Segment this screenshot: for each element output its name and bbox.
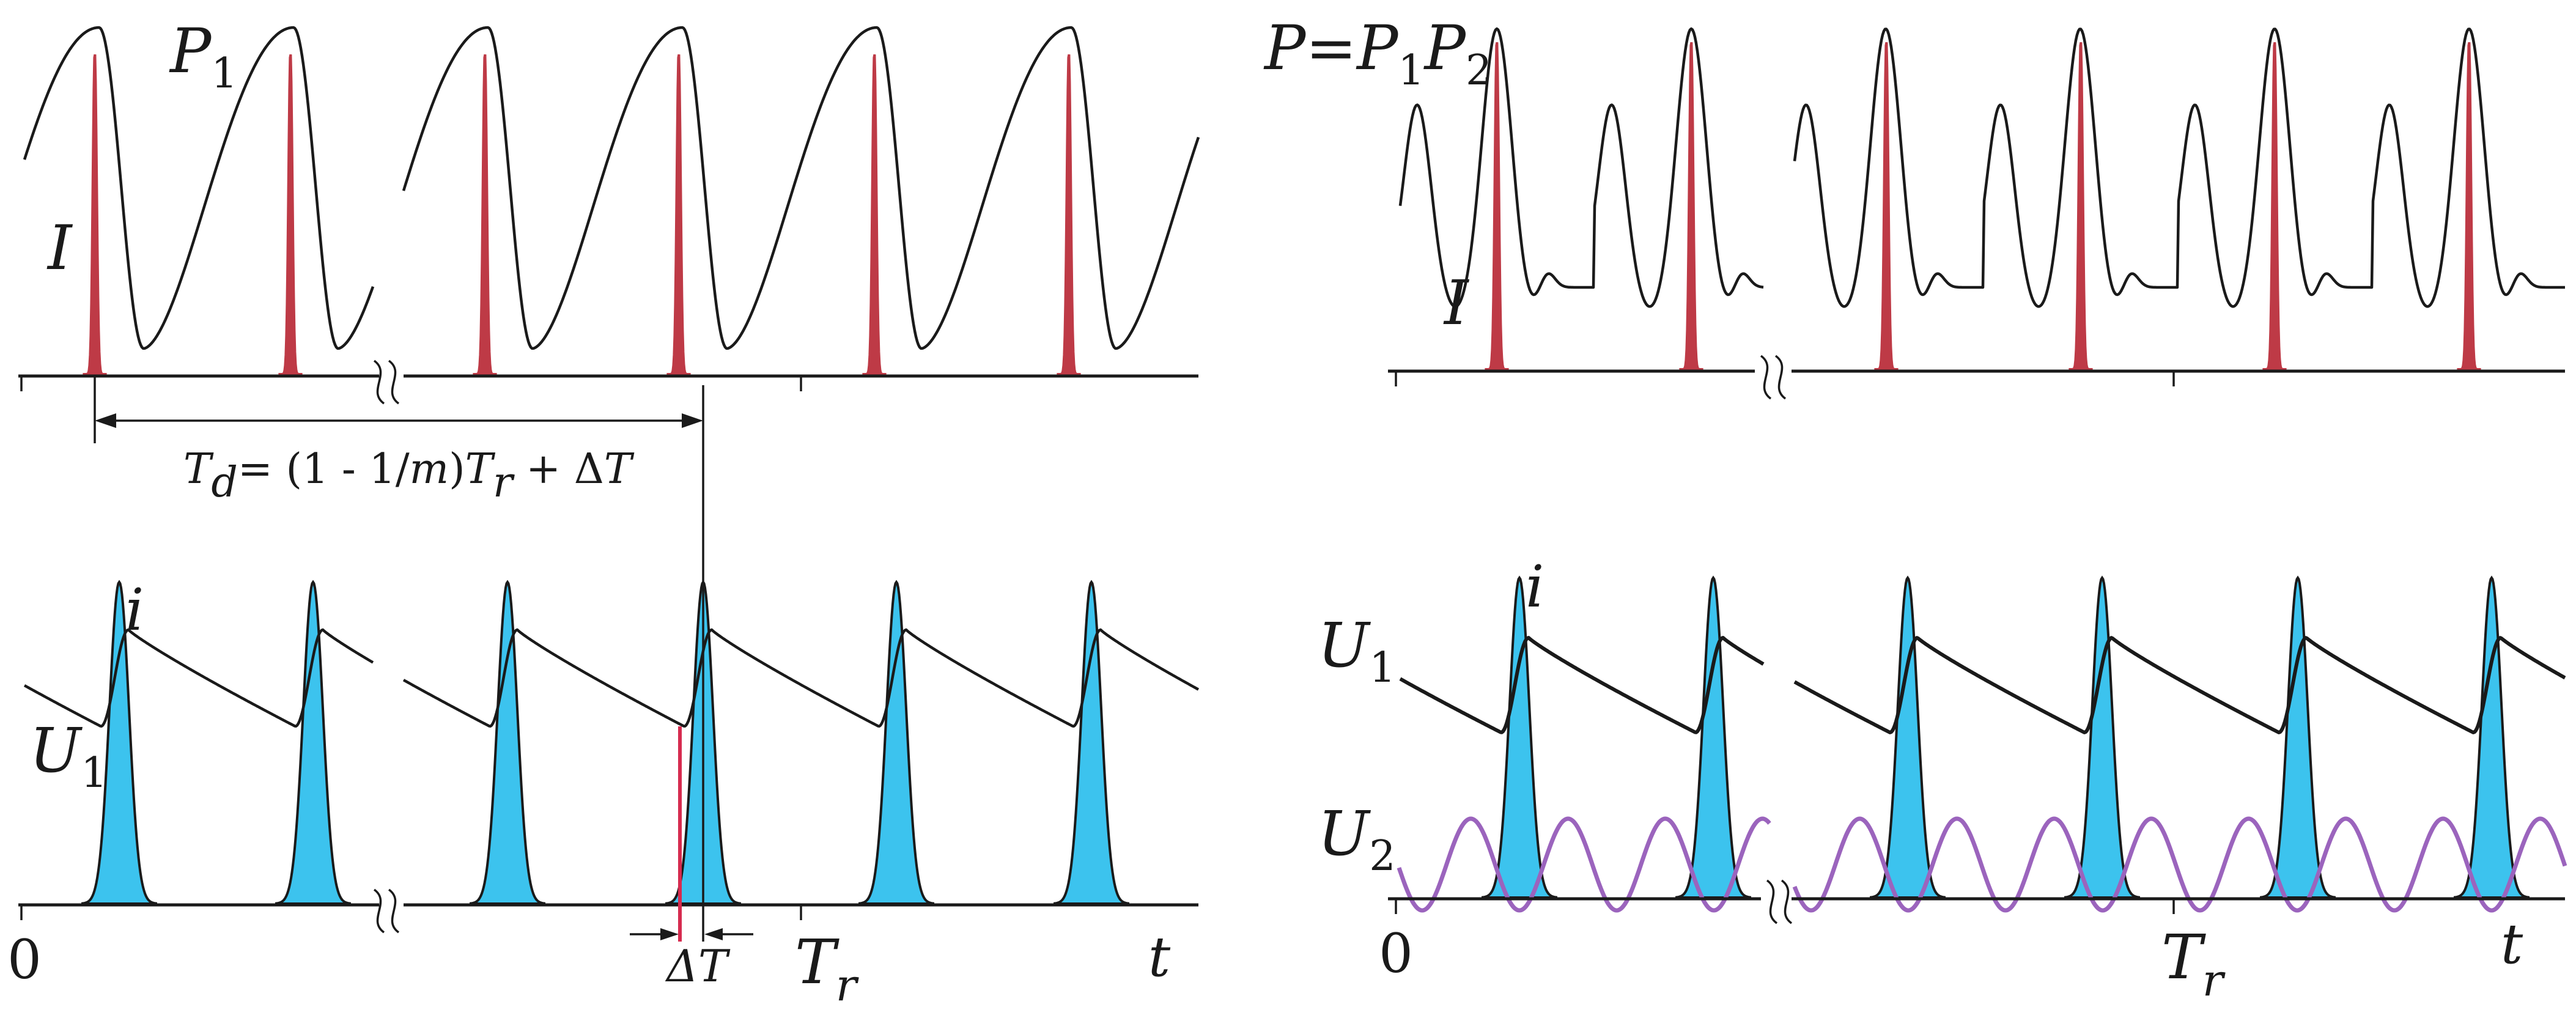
right-top-axis xyxy=(1388,355,2565,400)
P-product-curve-b xyxy=(1793,28,2566,308)
label-origin-right: 0 xyxy=(1379,922,1413,985)
red-pulse-left xyxy=(666,54,691,375)
label-I-right: I xyxy=(1443,267,1470,339)
label-I-left: I xyxy=(46,212,73,284)
blue-pulse-right xyxy=(1482,575,1557,899)
red-pulse-left xyxy=(473,54,497,375)
U2-sine-right-a xyxy=(1397,816,1771,913)
waveform-curves xyxy=(23,26,2567,913)
P1-curve-left-a xyxy=(23,26,375,350)
label-t-left: t xyxy=(1148,925,1171,989)
label-P1: P1 xyxy=(169,15,238,98)
blue-pulse-left xyxy=(858,580,934,905)
label-delta-t: ΔT xyxy=(665,940,731,992)
blue-pulse-right xyxy=(1675,575,1751,899)
U1-curve-right-b xyxy=(1793,636,2566,734)
label-U2-right: U2 xyxy=(1318,798,1396,880)
right-bottom-axis xyxy=(1388,879,2565,924)
red-pulse-right xyxy=(2457,42,2481,371)
left-top-axis xyxy=(18,360,1198,405)
U1-curve-right-a xyxy=(1399,636,1765,734)
blue-pulse-left xyxy=(275,580,351,905)
red-pulse-right xyxy=(1485,42,1509,371)
axis-break-mark xyxy=(1766,879,1793,924)
blue-pulse-left xyxy=(470,580,545,905)
blue-pulse-right xyxy=(1870,575,1946,899)
left-bottom-axis xyxy=(18,888,1198,934)
red-pulse-right xyxy=(1874,42,1899,371)
label-origin-left: 0 xyxy=(7,928,42,991)
red-pulse-right xyxy=(1679,42,1703,371)
red-pulse-right xyxy=(2069,42,2093,371)
red-pulse-left xyxy=(278,54,303,375)
axis-break-mark xyxy=(373,888,400,934)
P1-curve-left-b xyxy=(402,26,1200,350)
label-i-right: i xyxy=(1526,553,1544,621)
delay-formula: Td= (1 - 1/m)Tr + ΔT xyxy=(183,445,635,507)
blue-pulse-left xyxy=(81,580,157,905)
label-P-product: P=P1P2 xyxy=(1263,12,1492,95)
U1-curve-left-b xyxy=(402,628,1200,728)
blue-pulse-left xyxy=(1054,580,1129,905)
red-pulse-right xyxy=(2262,42,2287,371)
label-U1-left: U1 xyxy=(29,715,108,797)
label-t-right: t xyxy=(2501,912,2523,976)
label-Tr-left: Tr xyxy=(795,926,859,1011)
axis-break-mark xyxy=(373,360,400,405)
U1-curve-left-a xyxy=(23,628,374,728)
blue-pulse-right xyxy=(2454,575,2530,899)
P-product-curve-a xyxy=(1398,27,1764,308)
red-pulse-left xyxy=(1057,54,1081,375)
blue-pulse-right xyxy=(2260,575,2336,899)
label-U1-right: U1 xyxy=(1318,610,1396,692)
label-i-left: i xyxy=(125,577,144,644)
blue-pulse-right xyxy=(2064,575,2140,899)
red-pulse-left xyxy=(83,54,107,375)
delay-arrow xyxy=(94,376,704,905)
delta-t-arrows xyxy=(630,928,753,940)
red-pulse-left xyxy=(862,54,887,375)
axis-break-mark xyxy=(1760,355,1787,400)
U2-sine-right-b xyxy=(1792,816,2567,913)
label-Tr-right: Tr xyxy=(2161,921,2226,1006)
